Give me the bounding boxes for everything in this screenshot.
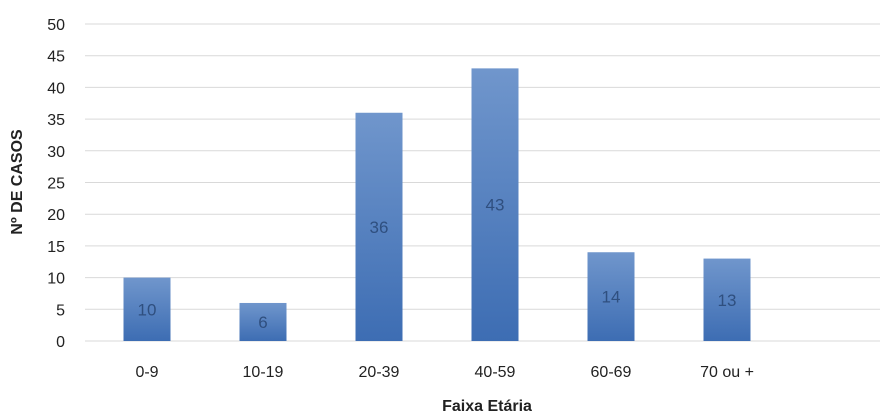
y-tick-label: 25 — [47, 176, 65, 193]
data-label: 10 — [138, 300, 157, 319]
y-tick-label: 5 — [56, 302, 65, 319]
x-tick-label: 10-19 — [243, 364, 284, 381]
x-tick-label: 40-59 — [475, 364, 516, 381]
y-tick-label: 45 — [47, 49, 65, 66]
x-tick-label: 20-39 — [359, 364, 400, 381]
bar — [587, 252, 635, 341]
y-tick-label: 50 — [47, 17, 65, 34]
bar — [239, 302, 287, 341]
y-tick-label: 40 — [47, 80, 65, 97]
y-axis-ticks: 0 5 10 15 20 25 30 35 40 45 50 — [47, 17, 65, 351]
y-tick-label: 15 — [47, 239, 65, 256]
x-tick-label: 60-69 — [591, 364, 632, 381]
data-label: 36 — [370, 218, 389, 237]
bar — [703, 258, 751, 341]
x-tick-label: 0-9 — [135, 364, 158, 381]
data-label: 43 — [486, 196, 505, 215]
y-tick-label: 35 — [47, 112, 65, 129]
data-label: 6 — [258, 313, 267, 332]
y-tick-label: 0 — [56, 334, 65, 351]
bar — [123, 277, 171, 341]
x-axis-ticks: 0-9 10-19 20-39 40-59 60-69 70 ou + — [135, 364, 753, 381]
y-tick-label: 30 — [47, 144, 65, 161]
y-tick-label: 10 — [47, 271, 65, 288]
data-label: 13 — [718, 291, 737, 310]
bar — [471, 68, 519, 341]
x-tick-label: 70 ou + — [700, 364, 754, 381]
bars: 10 6 36 43 14 13 — [123, 68, 751, 341]
y-axis-title: Nº DE CASOS — [9, 129, 26, 235]
x-axis-title: Faixa Etária — [442, 398, 532, 415]
data-label: 14 — [602, 288, 621, 307]
bar — [355, 112, 403, 341]
y-tick-label: 20 — [47, 207, 65, 224]
